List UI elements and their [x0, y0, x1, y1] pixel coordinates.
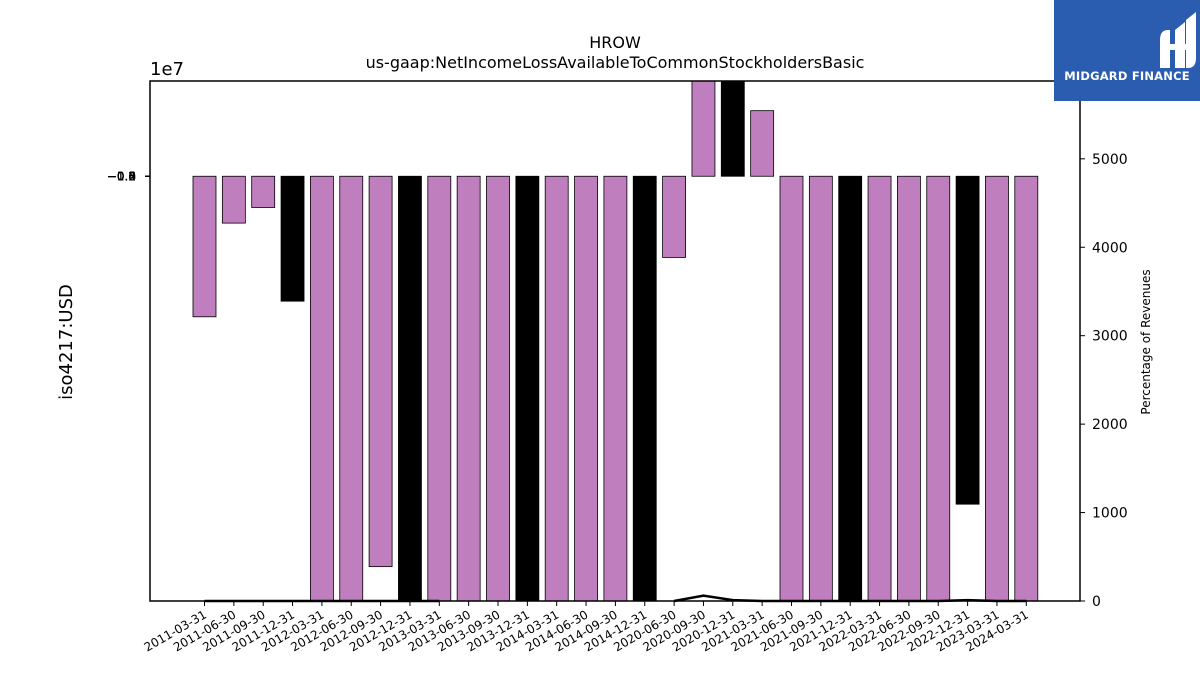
x-axis-ticks: 2011-03-312011-06-302011-09-302011-12-31… [142, 601, 1031, 654]
y-tick-label: −0.4 [107, 169, 136, 183]
bar-2022-12-31 [955, 175, 980, 505]
y-axis-ticks: 0.20.0−0.2−0.4−0.6−0.8−1.0−1.2 [107, 169, 150, 183]
logo-mark-icon [1160, 12, 1196, 68]
y2-axis-label: Percentage of Revenues [1139, 269, 1153, 414]
y-tick-label: −0.2 [107, 169, 136, 183]
y2-axis-ticks: 0 1000 2000 3000 4000 5000 [1080, 152, 1128, 610]
bar-2014-12-31 [632, 175, 657, 602]
bar-2014-09-30 [603, 175, 628, 602]
bar-2011-06-30 [221, 175, 246, 224]
y-tick-label: −0.6 [107, 169, 136, 183]
bar-group [192, 80, 1039, 602]
y-tick-label: 0.2 [117, 169, 136, 183]
y2-tick-label: 0 [1092, 594, 1101, 610]
bar-2014-06-30 [574, 175, 598, 602]
y2-tick-label: 3000 [1092, 329, 1128, 345]
y-tick-label: −0.8 [107, 169, 136, 183]
bar-2012-06-30 [339, 175, 364, 602]
bar-2021-06-30 [779, 175, 804, 602]
bar-2011-03-31 [192, 175, 217, 318]
bar-2013-03-31 [427, 175, 452, 602]
bar-2021-09-30 [808, 175, 833, 602]
bar-2022-06-30 [897, 175, 921, 602]
bar-2014-03-31 [544, 175, 569, 602]
y-tick-label: 0.0 [117, 169, 136, 183]
y-axis-label: iso4217:USD [56, 284, 77, 400]
chart-title: HROW [589, 33, 641, 52]
bar-2023-03-31 [985, 175, 1009, 602]
bar-2012-09-30 [368, 175, 393, 568]
bar-2022-09-30 [926, 175, 951, 602]
logo-text: MIDGARD FINANCE [1064, 69, 1190, 83]
bar-2020-12-31 [720, 80, 745, 177]
bar-2021-03-31 [750, 110, 775, 177]
bar-2021-12-31 [838, 175, 863, 602]
bar-2012-12-31 [398, 175, 422, 602]
chart-subtitle: us-gaap:NetIncomeLossAvailableToCommonSt… [366, 53, 865, 72]
y2-tick-label: 5000 [1092, 152, 1128, 168]
bar-2011-12-31 [280, 175, 305, 302]
bar-2011-09-30 [251, 175, 276, 208]
bar-2022-03-31 [867, 175, 892, 602]
y2-tick-label: 1000 [1092, 506, 1128, 522]
bar-2024-03-31 [1014, 175, 1039, 602]
y-offset-label: 1e7 [150, 59, 184, 80]
plot-frame [149, 80, 1081, 602]
bar-2013-09-30 [486, 175, 510, 602]
y2-tick-label: 4000 [1092, 240, 1128, 256]
bar-2013-06-30 [456, 175, 481, 602]
y-tick-label: −1.2 [107, 169, 136, 183]
bar-2020-06-30 [662, 175, 686, 258]
y-tick-label: −1.0 [107, 169, 136, 183]
bar-2013-12-31 [515, 175, 540, 602]
bar-2020-09-30 [691, 80, 716, 177]
bar-2012-03-31 [309, 175, 334, 602]
brand-logo: MIDGARD FINANCE [1054, 0, 1200, 101]
y2-tick-label: 2000 [1092, 417, 1128, 433]
